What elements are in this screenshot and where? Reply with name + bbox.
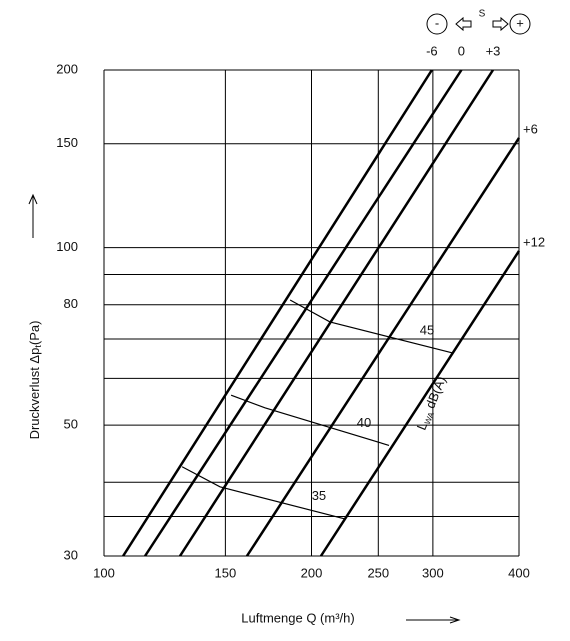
y-tick-label: 150 [56,135,78,150]
series-label: 0 [458,43,465,58]
contour-label: 40 [357,415,371,430]
series-label: +6 [523,121,538,136]
setting-line [122,69,433,557]
y-tick-label: 100 [56,239,78,254]
plus-circle [509,13,531,35]
x-tick-label: 200 [301,565,323,580]
noise-contour [289,299,453,354]
x-axis-label: Luftmenge Q (m³/h) [241,610,354,625]
minus-circle [426,13,448,35]
x-tick-label: 100 [93,565,115,580]
y-arrow [28,193,38,238]
y-tick-label: 80 [64,296,78,311]
x-tick-label: 400 [508,565,530,580]
x-tick-label: 250 [367,565,389,580]
setting-line [178,69,495,557]
y-tick-label: 50 [64,417,78,432]
setting-line [245,137,521,557]
contour-label: 45 [420,322,434,337]
y-tick-label: 200 [56,61,78,76]
contour-label: 35 [312,488,326,503]
noise-contour [181,466,345,520]
left-arrow [455,16,472,32]
right-arrow [492,16,509,32]
x-tick-label: 150 [215,565,237,580]
legend-plus: + [516,15,524,30]
y-label-unit: (Pa) [27,321,42,346]
series-label: +12 [523,234,545,249]
y-label-symbol: Δp [27,348,42,364]
y-tick-label: 30 [64,547,78,562]
x-tick-label: 300 [422,565,444,580]
x-arrow [406,616,461,624]
series-label: +3 [486,43,501,58]
setting-line [319,250,521,557]
legend-minus: - [435,15,439,30]
y-axis-label: Druckverlust Δpt(Pa) [27,321,43,440]
setting-line [144,69,463,557]
noise-contour [230,394,390,446]
legend-center: S [479,9,486,20]
y-label-main: Druckverlust [27,364,42,440]
series-label: -6 [426,43,438,58]
y-label-sub: t [33,345,43,348]
